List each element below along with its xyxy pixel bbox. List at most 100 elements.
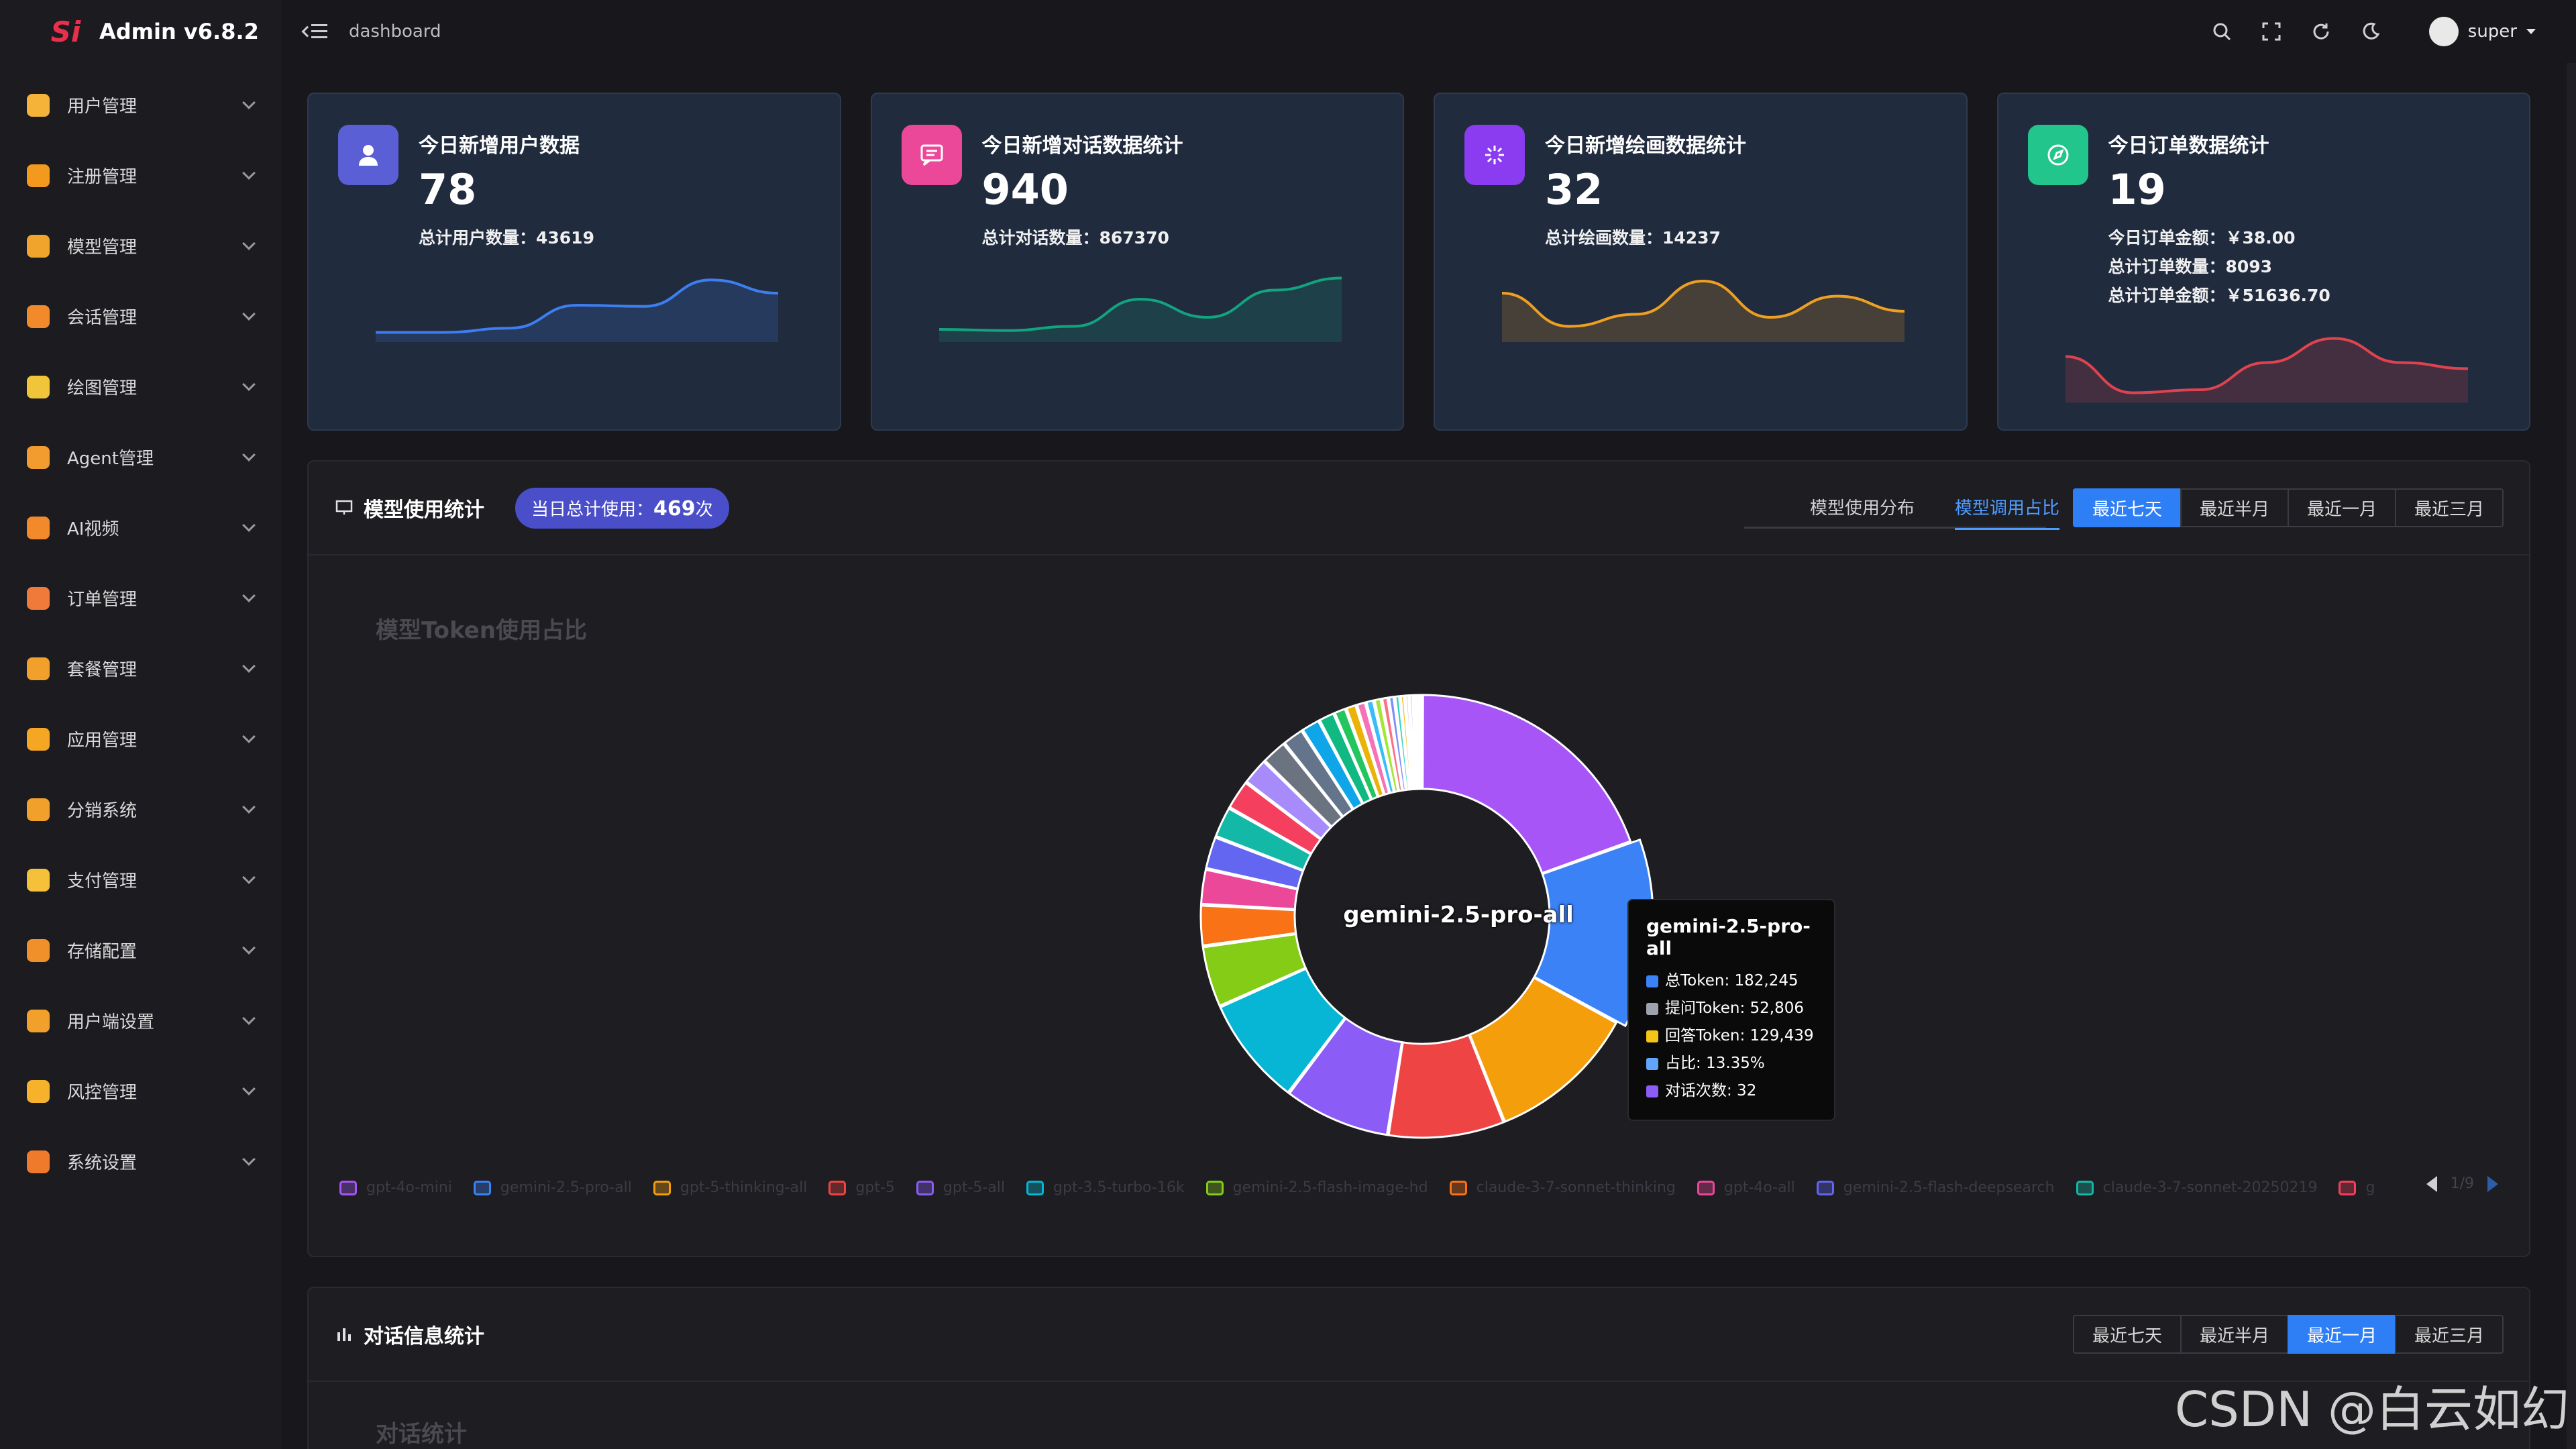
sidebar-item-3[interactable]: 会话管理	[0, 281, 282, 352]
sidebar-item-7[interactable]: 订单管理	[0, 563, 282, 633]
user-menu[interactable]: super	[2428, 17, 2536, 46]
legend-item[interactable]: gemini-2.5-flash-deepsearch	[1816, 1179, 2055, 1196]
chevron-down-icon[interactable]	[242, 447, 256, 462]
chevron-down-icon[interactable]	[242, 1152, 256, 1166]
donut-slice-other-5[interactable]	[1301, 719, 1364, 811]
range-button-0[interactable]: 最近七天	[2073, 488, 2182, 527]
donut-slice-other-20[interactable]	[1419, 694, 1423, 790]
legend-item[interactable]: gpt-4o-mini	[339, 1179, 452, 1196]
legend-item[interactable]: gemini-2.5-pro-all	[473, 1179, 632, 1196]
donut-slice-gpt-4o-mini[interactable]	[1421, 694, 1632, 875]
sidebar-item-14[interactable]: 风控管理	[0, 1056, 282, 1126]
range-button-1[interactable]: 最近半月	[2180, 488, 2289, 527]
chevron-down-icon[interactable]	[242, 377, 256, 391]
sidebar-item-2[interactable]: 模型管理	[0, 211, 282, 281]
trend-sparkline	[938, 276, 1342, 342]
sidebar-item-9[interactable]: 应用管理	[0, 704, 282, 774]
chevron-down-icon[interactable]	[242, 870, 256, 884]
donut-slice-other-16[interactable]	[1404, 694, 1415, 791]
chevron-down-icon[interactable]	[242, 166, 256, 180]
donut-slice-other-10[interactable]	[1365, 699, 1395, 794]
sidebar-item-5[interactable]: Agent管理	[0, 422, 282, 492]
range-button-2[interactable]: 最近一月	[2288, 488, 2396, 527]
donut-slice-other-3[interactable]	[1263, 742, 1344, 828]
legend-item[interactable]: gpt-4o-all	[1697, 1179, 1795, 1196]
sidebar-item-13[interactable]: 用户端设置	[0, 985, 282, 1056]
sidebar-item-12[interactable]: 存储配置	[0, 915, 282, 985]
sidebar-item-1[interactable]: 注册管理	[0, 140, 282, 211]
legend-item[interactable]: gpt-3.5-turbo-16k	[1026, 1179, 1185, 1196]
legend-item[interactable]: gpt-5	[828, 1179, 895, 1196]
donut-slice-other-1[interactable]	[1228, 781, 1322, 855]
donut-slice-gpt-5[interactable]	[1387, 1033, 1505, 1139]
menu-icon	[27, 164, 50, 187]
donut-slice-gemini-2.5-flash-image-hd[interactable]	[1201, 932, 1307, 1008]
donut-slice-other-2[interactable]	[1245, 760, 1333, 841]
breadcrumb[interactable]: dashboard	[349, 21, 441, 42]
search-icon[interactable]	[2210, 20, 2233, 43]
donut-slice-other-18[interactable]	[1413, 694, 1419, 790]
chevron-down-icon[interactable]	[242, 95, 256, 109]
range-button-3[interactable]: 最近三月	[2395, 488, 2504, 527]
legend-item[interactable]: g	[2339, 1179, 2375, 1196]
chevron-down-icon[interactable]	[242, 236, 256, 250]
range-button-0[interactable]: 最近七天	[2073, 1315, 2182, 1354]
chevron-down-icon[interactable]	[242, 588, 256, 602]
legend-label: gpt-3.5-turbo-16k	[1053, 1179, 1185, 1196]
legend-item[interactable]: gpt-5-thinking-all	[653, 1179, 807, 1196]
legend-item[interactable]: gemini-2.5-flash-image-hd	[1205, 1179, 1428, 1196]
donut-slice-other-4[interactable]	[1283, 729, 1354, 818]
range-button-1[interactable]: 最近半月	[2180, 1315, 2289, 1354]
donut-slice-gpt-3.5-turbo-16k[interactable]	[1219, 967, 1346, 1094]
next-page-icon[interactable]	[2487, 1175, 2498, 1192]
donut-slice-other-15[interactable]	[1399, 694, 1413, 791]
donut-slice-gemini-2.5-flash-deepsearch[interactable]	[1205, 836, 1305, 890]
donut-slice-other-12[interactable]	[1381, 696, 1403, 792]
range-button-2[interactable]: 最近一月	[2288, 1315, 2396, 1354]
donut-slice-other-9[interactable]	[1356, 701, 1391, 796]
donut-slice-other-6[interactable]	[1318, 712, 1373, 805]
fullscreen-icon[interactable]	[2260, 20, 2283, 43]
scrollbar[interactable]	[2567, 63, 2576, 1449]
donut-slice-other-17[interactable]	[1408, 694, 1418, 790]
donut-slice-gpt-4o-all[interactable]	[1199, 868, 1299, 910]
pager-text: 1/9	[2450, 1175, 2474, 1192]
chevron-down-icon[interactable]	[242, 729, 256, 743]
chevron-down-icon[interactable]	[242, 659, 256, 673]
donut-slice-other-14[interactable]	[1394, 695, 1410, 792]
chevron-down-icon[interactable]	[242, 1081, 256, 1095]
chevron-down-icon[interactable]	[242, 800, 256, 814]
donut-slice-gpt-5-all[interactable]	[1287, 1016, 1403, 1136]
chevron-down-icon[interactable]	[242, 941, 256, 955]
sidebar-item-6[interactable]: AI视频	[0, 492, 282, 563]
legend-item[interactable]: gpt-5-all	[916, 1179, 1005, 1196]
sidebar-item-4[interactable]: 绘图管理	[0, 352, 282, 422]
donut-slice-claude-3-7-sonnet-20250219[interactable]	[1214, 807, 1313, 871]
donut-slice-other-8[interactable]	[1345, 704, 1385, 798]
sidebar-item-11[interactable]: 支付管理	[0, 845, 282, 915]
sidebar-item-8[interactable]: 套餐管理	[0, 633, 282, 704]
refresh-icon[interactable]	[2310, 20, 2332, 43]
donut-slice-other-7[interactable]	[1333, 707, 1379, 801]
chevron-down-icon[interactable]	[242, 1011, 256, 1025]
donut-slice-other-13[interactable]	[1387, 696, 1407, 792]
prev-page-icon[interactable]	[2426, 1175, 2437, 1192]
collapse-sidebar-icon[interactable]	[301, 21, 329, 42]
tab-model-distribution[interactable]: 模型使用分布	[1809, 498, 1915, 519]
brand[interactable]: Si Admin v6.8.2	[0, 0, 282, 63]
legend-item[interactable]: claude-3-7-sonnet-thinking	[1449, 1179, 1676, 1196]
legend-item[interactable]: claude-3-7-sonnet-20250219	[2076, 1179, 2317, 1196]
chevron-down-icon[interactable]	[242, 307, 256, 321]
donut-slice-claude-3-7-sonnet-thinking[interactable]	[1199, 904, 1297, 947]
donut-slice-other-19[interactable]	[1416, 694, 1421, 790]
sidebar-item-15[interactable]: 系统设置	[0, 1126, 282, 1197]
donut-chart[interactable]	[1181, 690, 2053, 1159]
tab-model-ratio[interactable]: 模型调用占比	[1954, 462, 2060, 555]
moon-icon[interactable]	[2359, 20, 2382, 43]
sidebar-item-10[interactable]: 分销系统	[0, 774, 282, 845]
donut-slice-gpt-5-thinking-all[interactable]	[1468, 976, 1618, 1123]
sidebar-item-0[interactable]: 用户管理	[0, 70, 282, 140]
chevron-down-icon[interactable]	[242, 518, 256, 532]
donut-slice-other-11[interactable]	[1373, 698, 1399, 794]
range-button-3[interactable]: 最近三月	[2395, 1315, 2504, 1354]
